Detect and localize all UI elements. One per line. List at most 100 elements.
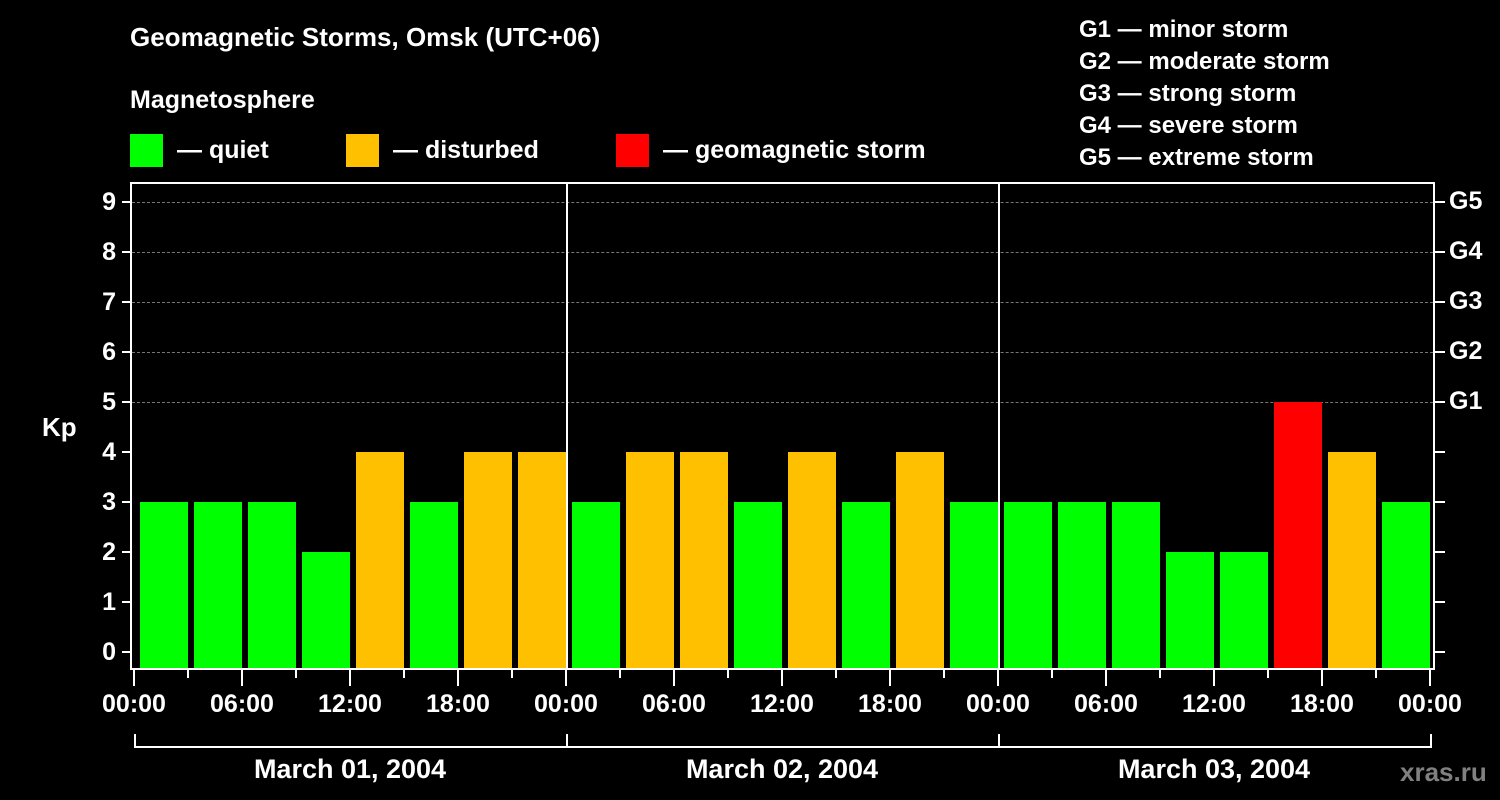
bar-quiet <box>194 502 242 668</box>
storm-level-label: G2 <box>1449 337 1483 365</box>
storm-level-label: G1 <box>1449 387 1483 415</box>
bar-quiet <box>950 502 998 668</box>
x-major-tick <box>673 670 675 686</box>
y2-tick <box>1435 401 1445 403</box>
legend-swatch-storm <box>616 134 649 167</box>
y-tick <box>122 601 132 603</box>
y-tick-label: 6 <box>102 338 116 366</box>
bar-quiet <box>1004 502 1052 668</box>
y2-tick <box>1435 301 1445 303</box>
bar-quiet <box>1382 502 1430 668</box>
x-major-tick <box>1321 670 1323 686</box>
x-minor-tick <box>1159 670 1161 678</box>
x-major-tick <box>781 670 783 686</box>
y2-tick <box>1435 451 1445 453</box>
x-tick-label: 00:00 <box>102 690 166 718</box>
x-tick-label: 00:00 <box>966 690 1030 718</box>
legend-label-disturbed: — disturbed <box>393 136 539 164</box>
x-major-tick <box>1213 670 1215 686</box>
x-major-tick <box>241 670 243 686</box>
storm-scale-g4: G4 — severe storm <box>1079 112 1298 139</box>
bar-quiet <box>140 502 188 668</box>
x-major-tick <box>1429 670 1431 686</box>
bar-quiet <box>248 502 296 668</box>
storm-scale-list: G1 — minor storm G2 — moderate storm G3 … <box>1079 14 1330 174</box>
bar-disturbed <box>1328 452 1376 668</box>
y2-tick <box>1435 501 1445 503</box>
plot-area <box>130 182 1435 670</box>
legend-label-quiet: — quiet <box>177 136 269 164</box>
y-tick-label: 7 <box>102 288 116 316</box>
y-tick-label: 5 <box>102 388 116 416</box>
x-minor-tick <box>1051 670 1053 678</box>
x-minor-tick <box>511 670 513 678</box>
y2-tick <box>1435 351 1445 353</box>
bar-quiet <box>572 502 620 668</box>
bar-disturbed <box>626 452 674 668</box>
day-bracket <box>566 734 1000 748</box>
bar-disturbed <box>518 452 566 668</box>
storm-scale-g3: G3 — strong storm <box>1079 80 1297 107</box>
y-tick-label: 0 <box>102 638 116 666</box>
storm-level-label: G5 <box>1449 187 1483 215</box>
y-tick-label: 2 <box>102 538 116 566</box>
bar-quiet <box>734 502 782 668</box>
storm-level-label: G3 <box>1449 287 1483 315</box>
bar-quiet <box>1220 552 1268 668</box>
x-major-tick <box>1105 670 1107 686</box>
day-label: March 02, 2004 <box>685 754 879 784</box>
y-tick <box>122 401 132 403</box>
x-major-tick <box>457 670 459 686</box>
x-major-tick <box>889 670 891 686</box>
y2-tick <box>1435 201 1445 203</box>
storm-level-label: G4 <box>1449 237 1483 265</box>
gridline <box>132 352 1433 353</box>
x-tick-label: 06:00 <box>210 690 274 718</box>
chart-title: Geomagnetic Storms, Omsk (UTC+06) <box>130 22 601 52</box>
day-label: March 03, 2004 <box>1117 754 1311 784</box>
y2-tick <box>1435 601 1445 603</box>
y-tick-label: 1 <box>102 588 116 616</box>
x-minor-tick <box>1267 670 1269 678</box>
x-minor-tick <box>619 670 621 678</box>
bar-quiet <box>842 502 890 668</box>
legend-storm: — geomagnetic storm <box>616 134 926 167</box>
x-tick-label: 06:00 <box>642 690 706 718</box>
legend-disturbed: — disturbed <box>346 134 539 167</box>
bar-disturbed <box>896 452 944 668</box>
x-minor-tick <box>295 670 297 678</box>
x-tick-label: 00:00 <box>1398 690 1462 718</box>
day-label: March 01, 2004 <box>253 754 447 784</box>
gridline <box>132 252 1433 253</box>
y-tick <box>122 351 132 353</box>
x-tick-label: 00:00 <box>534 690 598 718</box>
gridline <box>132 402 1433 403</box>
storm-scale-g5: G5 — extreme storm <box>1079 144 1314 171</box>
x-tick-label: 12:00 <box>1182 690 1246 718</box>
day-bracket <box>998 734 1432 748</box>
gridline <box>132 302 1433 303</box>
x-minor-tick <box>403 670 405 678</box>
bar-quiet <box>1166 552 1214 668</box>
bar-storm <box>1274 402 1322 668</box>
y-tick-label: 8 <box>102 238 116 266</box>
x-tick-label: 18:00 <box>426 690 490 718</box>
day-bracket <box>134 734 568 748</box>
bar-quiet <box>1058 502 1106 668</box>
day-separator <box>998 184 1000 668</box>
y-tick-label: 4 <box>102 438 116 466</box>
x-minor-tick <box>727 670 729 678</box>
x-minor-tick <box>1375 670 1377 678</box>
y-tick-label: 9 <box>102 188 116 216</box>
bar-quiet <box>302 552 350 668</box>
y-tick <box>122 651 132 653</box>
x-minor-tick <box>187 670 189 678</box>
y-axis-label: Kp <box>42 412 77 442</box>
chart-subtitle: Magnetosphere <box>130 86 315 114</box>
credit-watermark: xras.ru <box>1400 757 1487 787</box>
y-tick <box>122 251 132 253</box>
legend-swatch-quiet <box>130 134 163 167</box>
y-tick <box>122 551 132 553</box>
x-major-tick <box>565 670 567 686</box>
bar-disturbed <box>788 452 836 668</box>
